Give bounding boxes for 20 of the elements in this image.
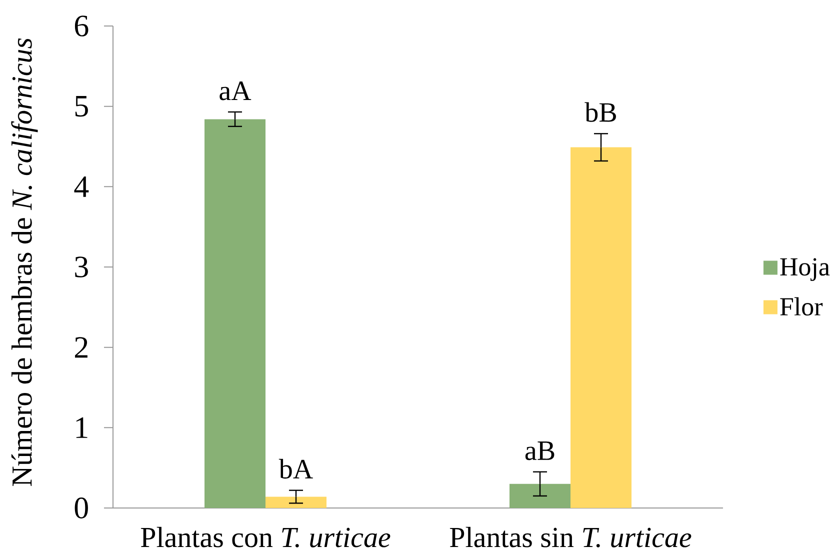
- y-tick-label: 3: [75, 256, 88, 278]
- data-label: bA: [278, 458, 313, 479]
- x-tick-label: Plantas con T. urticae: [140, 526, 390, 548]
- bar: [570, 147, 632, 508]
- data-label: aA: [220, 81, 252, 100]
- y-tick-label: 5: [75, 96, 88, 117]
- legend-label: Hoja: [780, 258, 830, 281]
- y-tick-label: 2: [74, 337, 88, 358]
- y-tick-label: 0: [74, 498, 88, 518]
- y-tick-label: 6: [74, 16, 88, 36]
- bar: [510, 484, 571, 508]
- bar: [204, 119, 266, 508]
- y-axis-title: Número de hembras de N. californicus: [11, 38, 38, 486]
- y-tick-label: 4: [74, 176, 89, 197]
- data-label: aB: [525, 442, 554, 460]
- bar: [266, 496, 327, 508]
- y-tick-label: 1: [76, 417, 88, 438]
- data-label: bB: [584, 102, 616, 122]
- x-tick-label: Plantas sin T. urticae: [450, 526, 692, 548]
- legend-label: Flor: [780, 297, 823, 316]
